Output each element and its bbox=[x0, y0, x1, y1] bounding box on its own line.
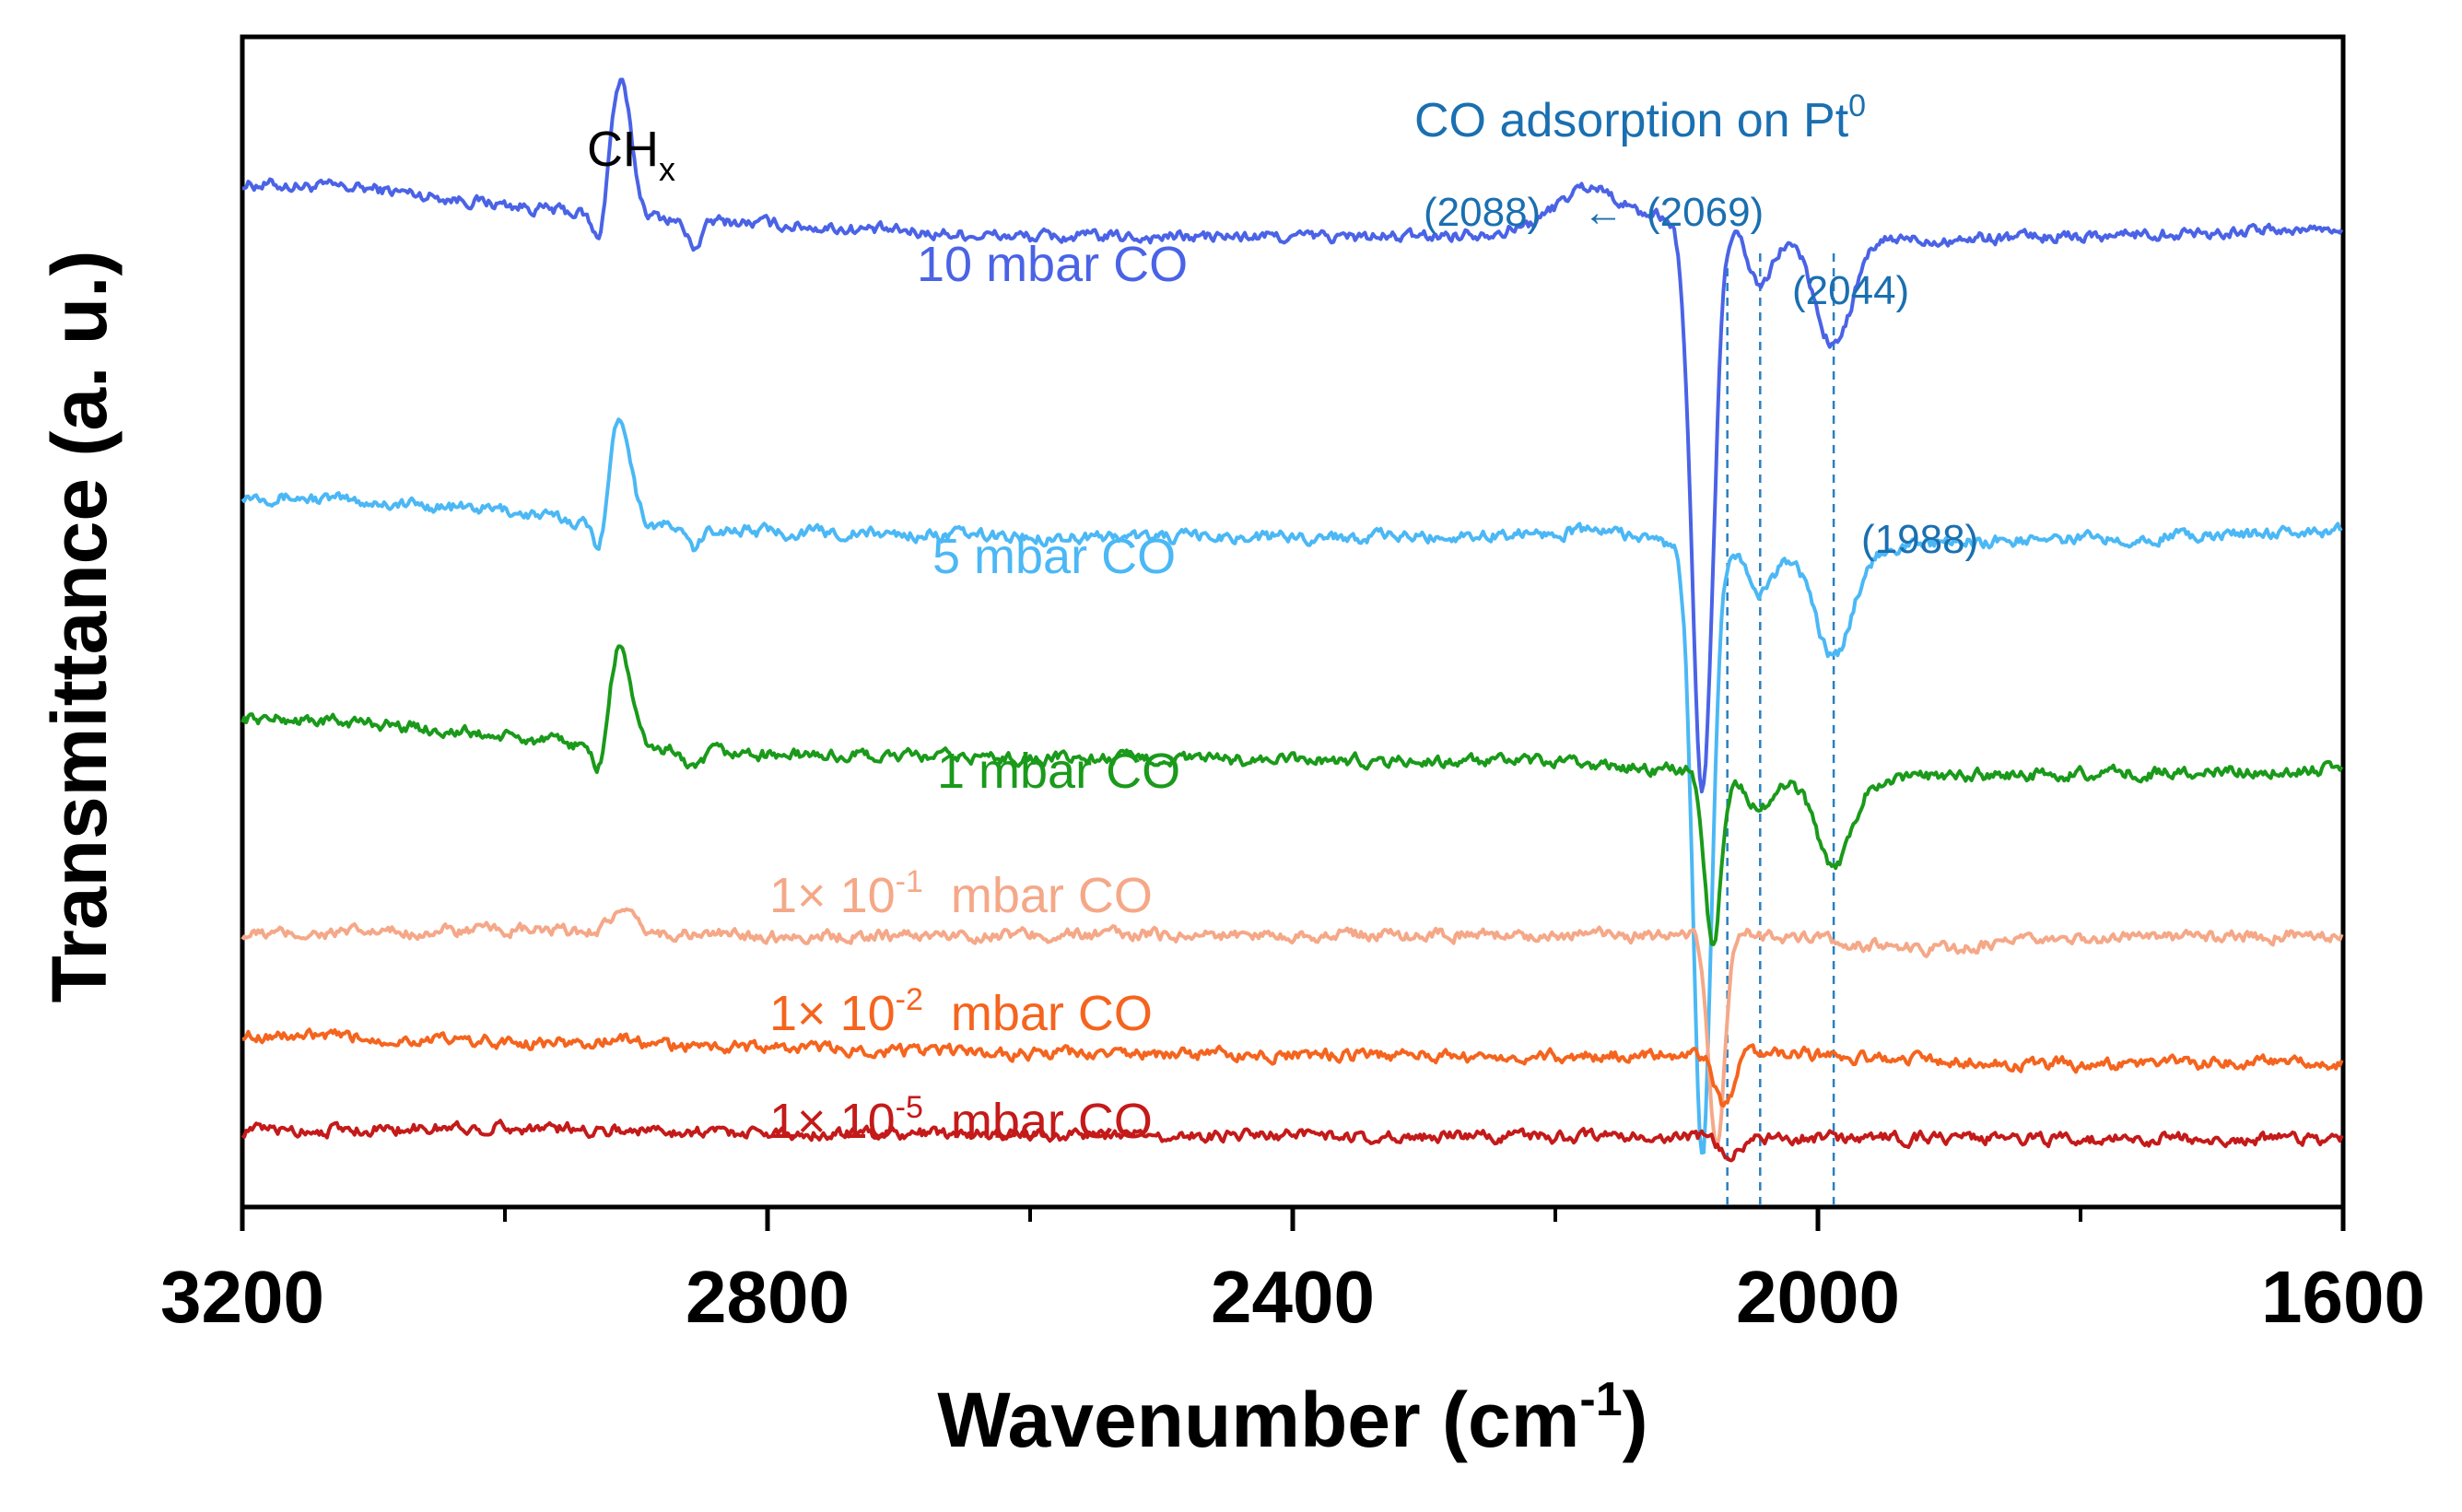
x-tick-label: 2400 bbox=[1211, 1256, 1375, 1338]
y-axis-title: Transmittance (a. u.) bbox=[36, 251, 123, 1003]
peak-label-2044: (2044) bbox=[1792, 268, 1909, 313]
x-tick-label: 3200 bbox=[160, 1256, 324, 1338]
x-tick-label: 1600 bbox=[2261, 1256, 2425, 1338]
series-line bbox=[240, 644, 2344, 946]
x-axis-title: Wavenumber (cm-1) bbox=[937, 1373, 1647, 1463]
peak-label-1988: (1988) bbox=[1861, 517, 1978, 562]
series-label-1mbar: 1 mbar CO bbox=[937, 744, 1180, 799]
x-tick-label: 2000 bbox=[1736, 1256, 1900, 1338]
series-line bbox=[240, 1119, 2344, 1163]
series-label-1e-5mbar: 1× 10-5 mbar CO bbox=[769, 1090, 1153, 1149]
series-line bbox=[242, 77, 2344, 794]
series-label-1e-1mbar: 1× 10-1 mbar CO bbox=[769, 864, 1153, 923]
series-line bbox=[240, 417, 2343, 1155]
series-label-5mbar: 5 mbar CO bbox=[932, 529, 1176, 584]
x-tick-label: 2800 bbox=[686, 1256, 850, 1338]
dashed-reference-lines bbox=[1726, 253, 1835, 1205]
series-group bbox=[240, 77, 2344, 1163]
series-label-10mbar: 10 mbar CO bbox=[917, 237, 1188, 292]
series-line bbox=[240, 907, 2344, 1147]
series-label-1e-2mbar: 1× 10-2 mbar CO bbox=[769, 982, 1153, 1041]
chx-annotation: CHx bbox=[587, 122, 675, 188]
plot-frame bbox=[240, 34, 2346, 1210]
co-adsorption-title: CO adsorption on Pt0 bbox=[1414, 88, 1866, 147]
series-line bbox=[241, 1027, 2344, 1108]
peak-label-2088: (2088) bbox=[1424, 190, 1541, 235]
peak-label-2069: (2069) bbox=[1647, 190, 1764, 235]
x-axis-ticks: 3200 2800 2400 2000 1600 bbox=[160, 1207, 2425, 1338]
arrow-annotation: ← bbox=[1583, 190, 1624, 235]
